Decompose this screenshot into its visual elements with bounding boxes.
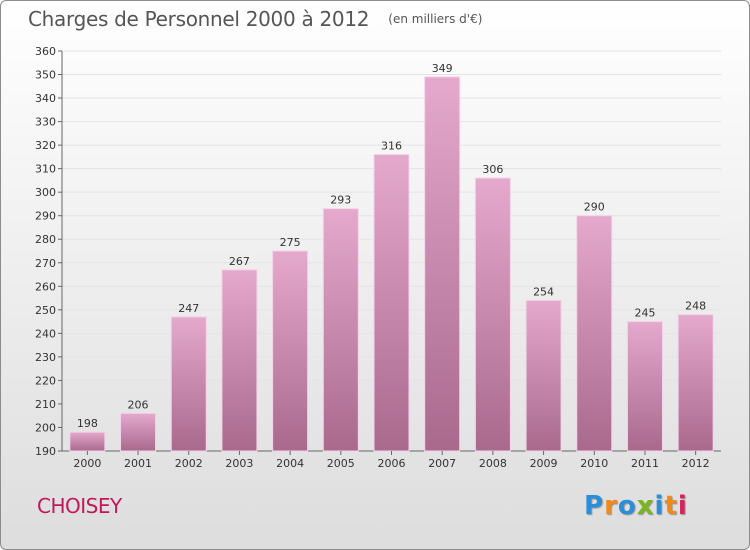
y-tick-label: 270 [35, 257, 56, 270]
x-tick-label: 2001 [124, 457, 152, 470]
x-tick-label: 2007 [428, 457, 456, 470]
bar-value-label: 206 [128, 398, 149, 411]
logo-letter: P [584, 491, 605, 521]
y-tick-label: 200 [35, 421, 56, 434]
logo-letter: t [664, 491, 678, 521]
bar-value-label: 349 [432, 62, 453, 75]
bar-value-label: 245 [634, 307, 655, 320]
x-tick-label: 2012 [682, 457, 710, 470]
bar [677, 314, 714, 452]
y-tick-label: 190 [35, 445, 56, 458]
bar-value-label: 293 [330, 194, 351, 207]
bar [626, 321, 663, 452]
data-labels: 198 206 247 267 275 293 316 349 306 254 290 245 248 [77, 62, 706, 430]
proxiti-logo[interactable]: Proxiti [584, 491, 688, 521]
x-tick-label: 2000 [73, 457, 101, 470]
y-tick-label: 210 [35, 398, 56, 411]
chart-title: Charges de Personnel 2000 à 2012 [28, 7, 370, 31]
y-tick-label: 340 [35, 92, 56, 105]
x-tick-label: 2010 [580, 457, 608, 470]
y-tick-label: 220 [35, 374, 56, 387]
y-tick-label: 250 [35, 304, 56, 317]
bar-value-label: 306 [482, 163, 503, 176]
x-tick-label: 2008 [479, 457, 507, 470]
bar-value-label: 248 [685, 300, 706, 313]
chart-subtitle: (en milliers d'€) [388, 12, 483, 26]
x-tick-label: 2003 [225, 457, 253, 470]
bars [69, 76, 714, 452]
y-tick-label: 350 [35, 69, 56, 82]
y-tick-label: 300 [35, 186, 56, 199]
logo-letter: x [636, 491, 655, 521]
bar [69, 431, 106, 452]
x-tick-label: 2005 [327, 457, 355, 470]
logo-letter: r [604, 491, 618, 521]
bar [170, 316, 207, 452]
y-tick-label: 330 [35, 116, 56, 129]
x-tick-labels: 2000 2001 2002 2003 2004 2005 2006 2007 2008 2009… [73, 451, 710, 470]
x-tick-label: 2004 [276, 457, 304, 470]
y-tick-label: 260 [35, 280, 56, 293]
bar [424, 76, 461, 452]
x-tick-label: 2002 [175, 457, 203, 470]
city-name: CHOISEY [37, 494, 122, 518]
x-tick-label: 2006 [378, 457, 406, 470]
logo-letter: i [677, 491, 688, 521]
y-tick-label: 230 [35, 351, 56, 364]
chart-title-row: Charges de Personnel 2000 à 2012 (en mil… [28, 7, 482, 31]
bar [474, 177, 511, 452]
logo-letter: i [654, 491, 665, 521]
logo-letter: o [617, 491, 637, 521]
bar-value-label: 267 [229, 255, 250, 268]
bar [373, 154, 410, 452]
x-tick-label: 2011 [631, 457, 659, 470]
bar-value-label: 290 [584, 201, 605, 214]
y-tick-label: 290 [35, 210, 56, 223]
bar-value-label: 316 [381, 140, 402, 153]
y-tick-label: 360 [35, 45, 56, 58]
y-tick-labels: 190 200 210 220 230 240 250 260 270 280 290 300 310 3… [35, 45, 56, 458]
bar-value-label: 198 [77, 417, 98, 430]
bar [576, 215, 613, 452]
y-tick-label: 240 [35, 327, 56, 340]
bar [525, 299, 562, 452]
bar [120, 412, 157, 452]
bar [221, 269, 258, 452]
x-tick-label: 2009 [530, 457, 558, 470]
bar [272, 250, 309, 452]
bar-value-label: 247 [178, 302, 199, 315]
bar [322, 208, 359, 452]
y-tick-label: 310 [35, 163, 56, 176]
bar-value-label: 254 [533, 285, 554, 298]
bar-value-label: 275 [280, 236, 301, 249]
y-tick-label: 280 [35, 233, 56, 246]
y-tick-label: 320 [35, 139, 56, 152]
